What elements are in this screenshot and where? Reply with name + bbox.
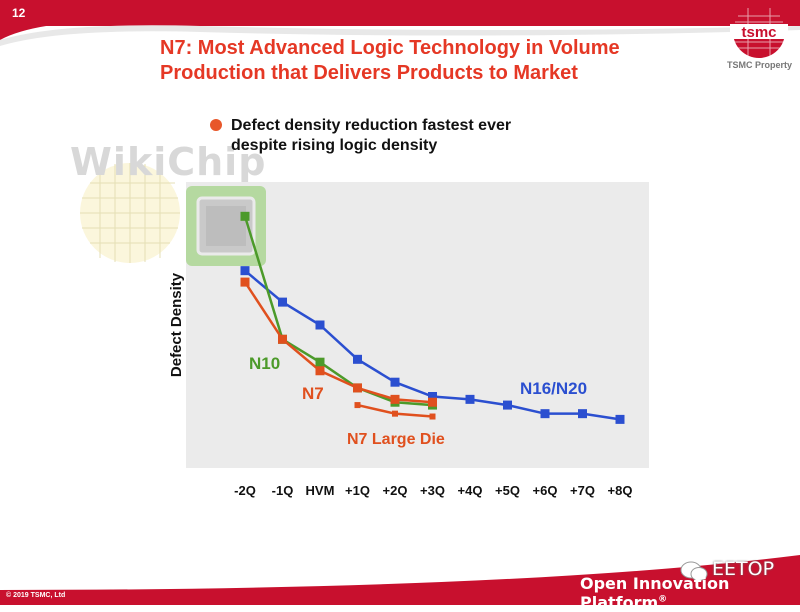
bullet-line-1: Defect density reduction fastest ever [231, 117, 512, 134]
data-point-n7-large-die [392, 410, 398, 417]
data-point-n16-n20 [578, 409, 587, 419]
data-point-n10 [315, 357, 325, 367]
eetop-label: EETOP [712, 558, 775, 580]
data-point-n16-n20 [353, 354, 362, 364]
title-line-1: N7: Most Advanced Logic Technology in Vo… [160, 37, 620, 59]
bullet-text: Defect density reduction fastest ever de… [231, 116, 591, 156]
wikichip-watermark: WikiChip [70, 140, 267, 184]
x-tick-label: +7Q [570, 483, 595, 498]
series-line-n10 [243, 215, 433, 407]
x-tick-label: +5Q [495, 483, 520, 498]
data-point-n7 [353, 383, 362, 393]
header-swoosh [0, 0, 800, 46]
footer-brand: Open Innovation Platform® [580, 574, 730, 612]
x-tick-label: +4Q [458, 483, 483, 498]
data-point-n16-n20 [390, 377, 400, 387]
bullet-icon [210, 119, 222, 131]
title-line-2: Production that Delivers Products to Mar… [160, 62, 578, 84]
data-point-n7 [428, 397, 437, 407]
bullet-line-2: despite rising logic density [231, 137, 438, 154]
data-point-n7 [390, 394, 400, 404]
y-axis-label: Defect Density [168, 272, 185, 377]
page-number: 12 [12, 6, 26, 20]
data-point-n10 [240, 211, 250, 221]
logo-text: tsmc [741, 24, 776, 41]
tsmc-logo-icon: tsmc [730, 6, 788, 58]
wechat-icon [680, 561, 708, 581]
data-point-n16-n20 [540, 409, 550, 419]
data-point-n16-n20 [240, 266, 250, 276]
x-tick-label: +6Q [533, 483, 558, 498]
tsmc-property-label: TSMC Property [727, 60, 793, 70]
data-point-n16-n20 [428, 392, 437, 401]
x-tick-label: +8Q [608, 483, 633, 498]
x-tick-label: +2Q [383, 483, 408, 498]
data-point-n7 [315, 366, 325, 376]
data-point-n7-large-die [429, 413, 436, 420]
data-point-n16-n20 [615, 414, 625, 424]
chip-icon [186, 186, 266, 266]
x-tick-label: HVM [306, 483, 335, 498]
data-point-n7-large-die [354, 402, 361, 409]
data-point-n16-n20 [465, 394, 475, 404]
x-tick-label: +3Q [420, 483, 445, 498]
data-point-n7 [240, 277, 250, 287]
x-tick-label: +1Q [345, 483, 370, 498]
series-line-n7 [243, 281, 433, 404]
series-label-n10: N10 [249, 354, 280, 373]
series-label-n16-n20: N16/N20 [520, 379, 587, 398]
copyright: © 2019 TSMC, Ltd [6, 592, 66, 599]
slide-title: N7: Most Advanced Logic Technology in Vo… [160, 36, 720, 86]
x-tick-label: -2Q [234, 483, 256, 498]
data-point-n16-n20 [503, 400, 512, 410]
x-tick-label: -1Q [272, 483, 294, 498]
data-point-n16-n20 [315, 320, 325, 330]
series-label-n7: N7 [302, 384, 324, 403]
data-point-n16-n20 [278, 297, 287, 307]
series-label-n7-large-die: N7 Large Die [347, 431, 445, 448]
data-point-n7 [278, 334, 287, 344]
